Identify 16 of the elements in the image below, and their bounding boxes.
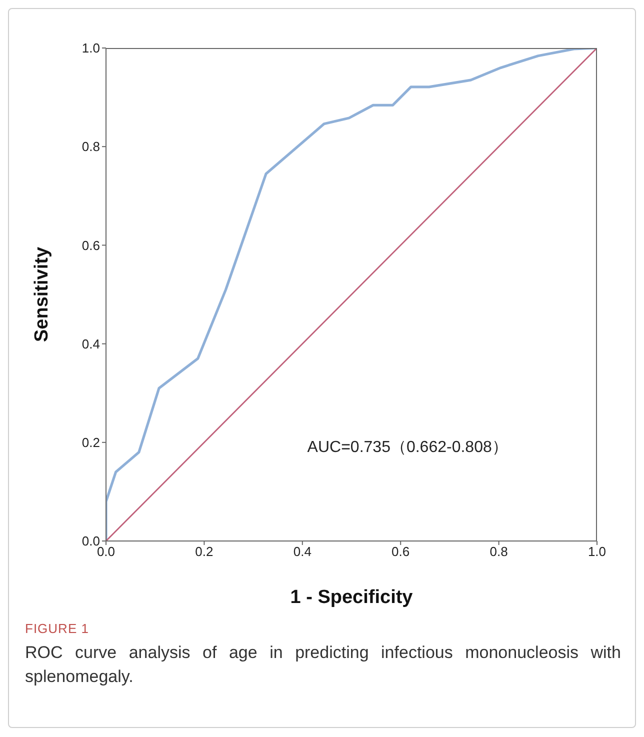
x-tick-label: 1.0 bbox=[588, 544, 606, 560]
y-axis-title: Sensitivity bbox=[32, 246, 53, 342]
y-tick-label: 0.4 bbox=[82, 336, 100, 352]
y-tick-label: 0.8 bbox=[82, 139, 100, 154]
y-tick-label: 1.0 bbox=[82, 40, 100, 56]
text: ROC curve analysis of age in predicting infectious mononucleosis with splenomegaly. bbox=[25, 642, 621, 688]
x-axis-title: 1 - Specificity bbox=[290, 587, 414, 608]
x-tick-label: 0.2 bbox=[195, 544, 214, 560]
x-tick-label: 0.4 bbox=[293, 544, 312, 560]
y-tick-label: 0.6 bbox=[82, 238, 100, 253]
annotation: AUC=0.735（0.662-0.808） bbox=[307, 438, 508, 458]
caption: FIGURE 1 bbox=[25, 621, 89, 636]
x-tick-label: 0.8 bbox=[490, 544, 508, 560]
x-tick-label: 0.0 bbox=[96, 544, 116, 560]
x-tick-label: 0.6 bbox=[392, 544, 410, 560]
y-tick-label: 0.2 bbox=[82, 435, 100, 450]
